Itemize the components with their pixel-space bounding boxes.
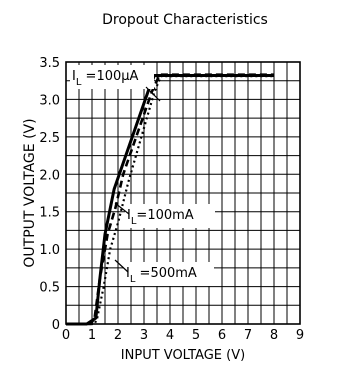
y-tick-label: 1.5: [39, 206, 60, 221]
x-tick-label: 8: [270, 328, 278, 343]
y-tick-label: 0.5: [39, 281, 60, 296]
y-tick-label: 3.0: [39, 93, 60, 108]
y-tick-label: 0: [52, 318, 60, 333]
chart-title: Dropout Characteristics: [102, 12, 268, 28]
y-tick-labels: 0 0.5 1.0 1.5 2.0 2.5 3.0 3.5: [39, 56, 60, 333]
x-tick-label: 1: [88, 328, 96, 343]
svg-text:IL=100mA: IL=100mA: [127, 208, 194, 227]
svg-text:IL =100µA: IL =100µA: [72, 69, 139, 88]
x-tick-label: 4: [166, 328, 174, 343]
svg-text:IL =500mA: IL =500mA: [126, 266, 197, 285]
x-tick-label: 0: [62, 328, 70, 343]
annotation-100ma: IL=100mA: [125, 204, 215, 228]
y-tick-label: 1.0: [39, 243, 60, 258]
x-tick-label: 9: [296, 328, 304, 343]
annotation-100ua: IL =100µA: [70, 65, 154, 89]
annotations: IL =100µA IL=100mA IL =500mA: [70, 65, 215, 286]
y-tick-label: 2.5: [39, 131, 60, 146]
y-axis-label: OUTPUT VOLTAGE (V): [22, 118, 38, 267]
plot-frame: [65, 61, 301, 325]
annotation-100ua-leader: [145, 86, 161, 102]
y-tick-label: 2.0: [39, 168, 60, 183]
series-line-dashed: [66, 73, 274, 326]
x-tick-label: 7: [244, 328, 252, 343]
y-tick-label: 3.5: [39, 56, 60, 71]
x-tick-label: 3: [140, 328, 148, 343]
annotation-100ma-leader: [114, 202, 130, 215]
x-tick-label: 6: [218, 328, 226, 343]
annotation-500ma: IL =500mA: [124, 262, 214, 286]
x-tick-label: 2: [114, 328, 122, 343]
x-tick-labels: 0 1 2 3 4 5 6 7 8 9: [62, 328, 304, 343]
x-axis-label: INPUT VOLTAGE (V): [121, 348, 245, 363]
annotation-500ma-leader: [114, 259, 129, 273]
series-line-dotted: [66, 75, 274, 326]
x-tick-label: 5: [192, 328, 200, 343]
